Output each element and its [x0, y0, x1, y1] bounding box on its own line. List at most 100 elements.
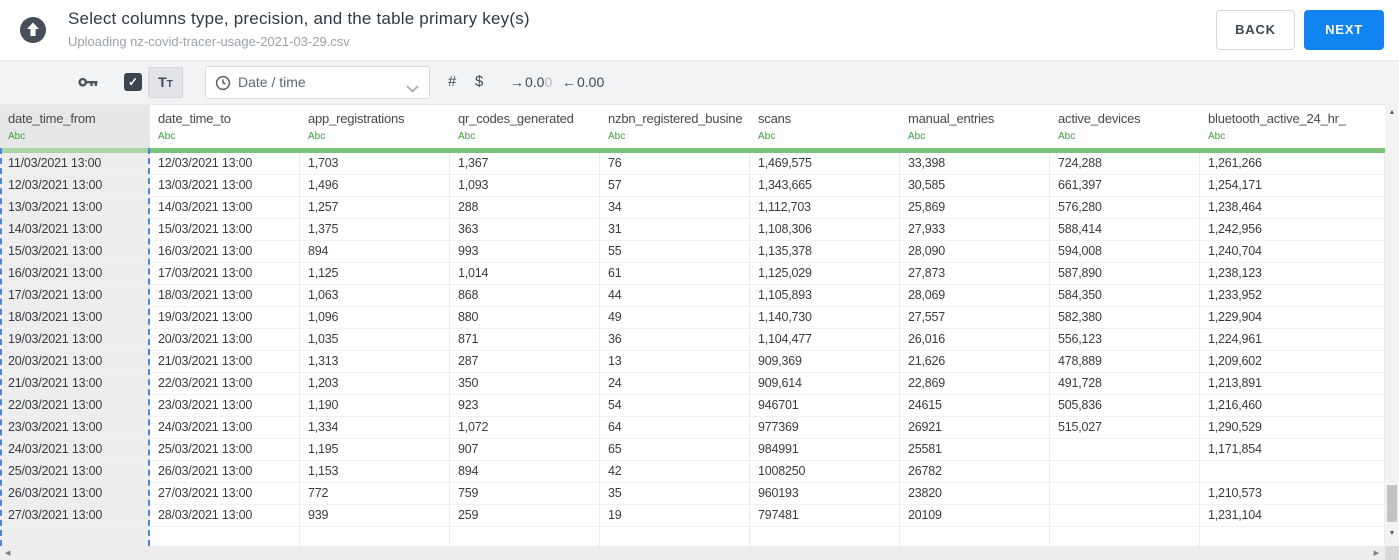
table-cell: 16/03/2021 13:00 [150, 241, 300, 263]
table-cell: 1,135,378 [750, 241, 900, 263]
table-cell: 18/03/2021 13:00 [0, 307, 150, 329]
include-column-checkbox[interactable]: ✓ [124, 73, 142, 91]
table-cell: 17/03/2021 13:00 [0, 285, 150, 307]
scroll-up-icon[interactable]: ▲ [1388, 109, 1396, 116]
column-type-dropdown[interactable]: Date / time [205, 66, 430, 99]
table-cell: 54 [600, 395, 750, 417]
table-cell: 42 [600, 461, 750, 483]
upload-icon [19, 16, 47, 44]
decrease-precision-button[interactable]: ←0.00 [562, 74, 604, 90]
table-cell: 27,933 [900, 219, 1050, 241]
table-cell: 27,557 [900, 307, 1050, 329]
table-cell: 505,836 [1050, 395, 1200, 417]
scroll-down-icon[interactable]: ▼ [1388, 530, 1396, 537]
left-arrow-icon: ← [562, 74, 576, 90]
table-cell: 1,014 [450, 263, 600, 285]
table-cell: 22/03/2021 13:00 [150, 373, 300, 395]
table-cell: 1,254,171 [1200, 175, 1385, 197]
table-row: 22/03/2021 13:00 23/03/2021 13:00 1,190 923… [0, 395, 1385, 417]
column-header-date_time_to[interactable]: date_time_to Abc [150, 105, 300, 148]
table-cell: 584,350 [1050, 285, 1200, 307]
table-cell: 19 [600, 505, 750, 527]
chevron-down-icon [406, 80, 419, 98]
column-header-manual_entries[interactable]: manual_entries Abc [900, 105, 1050, 148]
table-cell: 1,257 [300, 197, 450, 219]
table-cell: 1,367 [450, 153, 600, 175]
currency-type-button[interactable]: $ [475, 73, 484, 90]
column-header-qr_codes_generated[interactable]: qr_codes_generated Abc [450, 105, 600, 148]
horizontal-scrollbar[interactable]: ◀ ▶ [0, 546, 1385, 560]
vertical-scrollbar[interactable]: ▲ ▼ [1385, 104, 1399, 546]
column-type-badge: Abc [608, 131, 626, 142]
table-cell: 26/03/2021 13:00 [150, 461, 300, 483]
table-cell: 35 [600, 483, 750, 505]
scroll-left-icon[interactable]: ◀ [5, 550, 11, 557]
table-row: 17/03/2021 13:00 18/03/2021 13:00 1,063 868… [0, 285, 1385, 307]
table-cell [750, 527, 900, 546]
table-cell: 28/03/2021 13:00 [150, 505, 300, 527]
precision-digits: 0.0 [525, 74, 545, 90]
back-button[interactable]: BACK [1216, 10, 1295, 50]
scroll-right-icon[interactable]: ▶ [1373, 550, 1379, 557]
number-type-button[interactable]: # [448, 73, 457, 90]
table-cell: 1,108,306 [750, 219, 900, 241]
column-header-bluetooth_active_24_hr_[interactable]: bluetooth_active_24_hr_ Abc [1200, 105, 1385, 148]
table-cell: 31 [600, 219, 750, 241]
column-type-badge: Abc [8, 131, 26, 142]
column-underline [0, 148, 150, 153]
table-cell: 1,112,703 [750, 197, 900, 219]
table-cell: 946701 [750, 395, 900, 417]
table-cell: 909,369 [750, 351, 900, 373]
table-row: 27/03/2021 13:00 28/03/2021 13:00 939 259 19… [0, 505, 1385, 527]
column-type-value: Date / time [238, 74, 306, 90]
column-name: app_registrations [308, 111, 405, 126]
table-cell: 61 [600, 263, 750, 285]
column-header-date_time_from[interactable]: date_time_from Abc [0, 105, 150, 148]
page-title: Select columns type, precision, and the … [68, 9, 530, 28]
table-cell: 287 [450, 351, 600, 373]
table-row: 21/03/2021 13:00 22/03/2021 13:00 1,203 350… [0, 373, 1385, 395]
table-cell: 33,398 [900, 153, 1050, 175]
table-cell: 588,414 [1050, 219, 1200, 241]
table-row: 13/03/2021 13:00 14/03/2021 13:00 1,257 288… [0, 197, 1385, 219]
table-cell: 1008250 [750, 461, 900, 483]
table-cell: 28,069 [900, 285, 1050, 307]
table-row: 18/03/2021 13:00 19/03/2021 13:00 1,096 880… [0, 307, 1385, 329]
vertical-scrollbar-thumb[interactable] [1387, 485, 1397, 522]
table-cell: 25/03/2021 13:00 [0, 461, 150, 483]
column-header-nzbn_registered_busine[interactable]: nzbn_registered_busine Abc [600, 105, 750, 148]
table-cell: 13 [600, 351, 750, 373]
table-cell: 1,238,464 [1200, 197, 1385, 219]
column-header-active_devices[interactable]: active_devices Abc [1050, 105, 1200, 148]
next-button[interactable]: NEXT [1304, 10, 1384, 50]
table-cell: 1,096 [300, 307, 450, 329]
increase-precision-button[interactable]: →0.00 [510, 74, 552, 90]
table-cell: 923 [450, 395, 600, 417]
clock-icon [215, 75, 231, 96]
column-header-app_registrations[interactable]: app_registrations Abc [300, 105, 450, 148]
table-cell: 939 [300, 505, 450, 527]
column-header-scans[interactable]: scans Abc [750, 105, 900, 148]
table-cell: 18/03/2021 13:00 [150, 285, 300, 307]
table-row: 14/03/2021 13:00 15/03/2021 13:00 1,375 363… [0, 219, 1385, 241]
table-row: 26/03/2021 13:00 27/03/2021 13:00 772 759 35… [0, 483, 1385, 505]
column-type-badge: Abc [1058, 131, 1076, 142]
table-cell: 909,614 [750, 373, 900, 395]
table-cell: 1,496 [300, 175, 450, 197]
table-cell: 1,072 [450, 417, 600, 439]
table-row: 20/03/2021 13:00 21/03/2021 13:00 1,313 287… [0, 351, 1385, 373]
text-type-button[interactable]: Tt [148, 67, 183, 98]
table-cell: 22,869 [900, 373, 1050, 395]
table-cell: 1,233,952 [1200, 285, 1385, 307]
table-cell: 21/03/2021 13:00 [150, 351, 300, 373]
table-row: 15/03/2021 13:00 16/03/2021 13:00 894 993 55… [0, 241, 1385, 263]
column-underline [750, 148, 900, 153]
table-cell: 1,240,704 [1200, 241, 1385, 263]
table-row: 25/03/2021 13:00 26/03/2021 13:00 1,153 894… [0, 461, 1385, 483]
table-cell: 12/03/2021 13:00 [150, 153, 300, 175]
primary-key-icon[interactable] [78, 75, 100, 90]
table-cell: 1,190 [300, 395, 450, 417]
table-cell: 1,216,460 [1200, 395, 1385, 417]
table-cell: 1,229,904 [1200, 307, 1385, 329]
scrollbar-corner [1385, 546, 1399, 560]
